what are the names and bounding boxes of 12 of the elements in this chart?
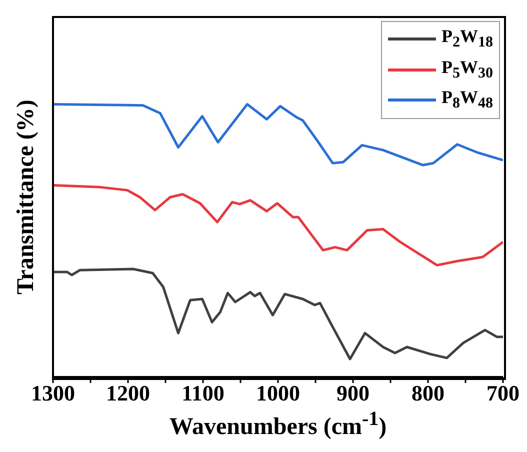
x-tick-label: 1300 — [31, 380, 75, 406]
x-tick-label: 700 — [486, 380, 520, 406]
x-axis-title: Wavenumbers (cm$^{-1}$) — [168, 408, 388, 441]
x-tick-label: 1000 — [256, 380, 300, 406]
legend-label: P$_{2}$W$_{18}$ — [442, 25, 493, 53]
x-tick-label: 800 — [412, 380, 444, 406]
y-axis-title: Transmittance (%) — [13, 98, 40, 296]
x-tick-label: 1100 — [182, 380, 224, 406]
x-tick-label: 1200 — [106, 380, 150, 406]
x-tick-label: 900 — [336, 380, 370, 406]
legend-label: P$_{5}$W$_{30}$ — [442, 56, 493, 84]
legend-label: P$_{8}$W$_{48}$ — [442, 86, 493, 114]
